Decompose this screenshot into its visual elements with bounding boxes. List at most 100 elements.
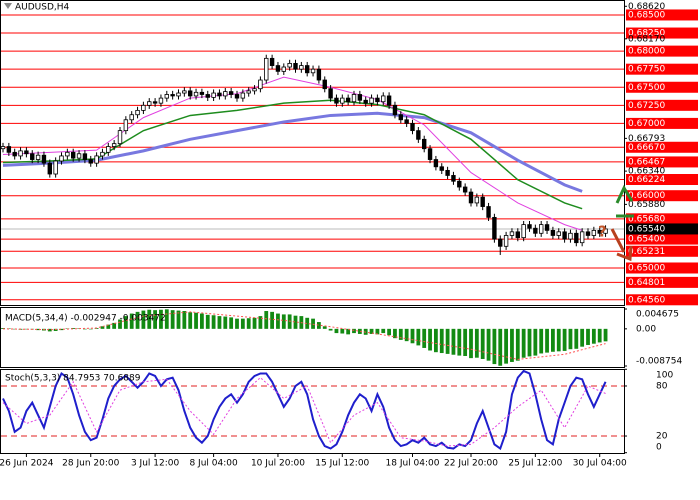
y-tick-label: 0.65880: [628, 200, 665, 210]
level-label-box: [626, 63, 698, 75]
candle-body: [457, 180, 462, 188]
level-label: 0.65231: [628, 247, 665, 257]
candle-body: [316, 68, 322, 81]
candle-body: [6, 146, 12, 153]
candle-body: [71, 151, 76, 159]
macd-bar: [492, 328, 497, 365]
macd-bar: [164, 309, 169, 329]
macd-bar: [375, 328, 380, 335]
candle-body: [18, 150, 23, 157]
candle-body: [480, 196, 485, 207]
candle-body: [0, 146, 6, 150]
x-tick-label: 26 Jun 2024: [0, 459, 54, 469]
candle-body: [82, 153, 88, 160]
level-label-box: [626, 213, 698, 225]
candle-body: [65, 151, 70, 157]
level-label: 0.66224: [628, 175, 665, 185]
level-label-box: [626, 156, 698, 168]
candle-body: [129, 114, 134, 121]
macd-bar: [317, 322, 321, 329]
macd-bar: [434, 328, 438, 353]
macd-bar: [264, 311, 269, 329]
x-tick-label: 18 Jul 04:00: [386, 459, 440, 469]
candle-body: [550, 229, 556, 236]
y-tick-label: 0.004675: [636, 310, 679, 320]
candle-body: [41, 154, 47, 164]
macd-bar: [381, 328, 386, 334]
candle-body: [147, 101, 152, 106]
level-label: 0.67500: [628, 83, 665, 93]
macd-bar: [328, 328, 333, 331]
candle-body: [369, 97, 374, 104]
macd-bar: [88, 328, 93, 330]
macd-bar: [112, 322, 117, 329]
candle-body: [176, 92, 181, 97]
candle-body: [486, 206, 491, 218]
level-label-box: [626, 262, 698, 274]
candle-body: [24, 150, 29, 155]
macd-bar: [36, 328, 40, 331]
macd-bar: [188, 312, 193, 329]
macd-bar: [410, 328, 415, 344]
candle-body: [281, 66, 286, 72]
level-label: 0.68500: [628, 10, 665, 20]
down-scenario-arrow: [610, 228, 633, 262]
candle-body: [527, 224, 532, 229]
macd-bar: [229, 317, 234, 329]
candle-body: [533, 227, 538, 234]
candle-body: [357, 94, 363, 101]
macd-bar: [474, 328, 479, 358]
candle-body: [152, 101, 158, 104]
candle-body: [416, 130, 421, 140]
last-price-label: 0.65540: [628, 224, 665, 234]
candle-body: [117, 130, 123, 145]
level-label: 0.67250: [628, 101, 665, 111]
macd-bar: [416, 328, 421, 346]
macd-bar: [281, 314, 286, 329]
macd-bar: [428, 328, 432, 351]
macd-bar: [141, 310, 146, 329]
macd-bar: [182, 311, 187, 329]
macd-bar: [562, 328, 567, 351]
macd-bar: [322, 326, 327, 329]
x-tick-label: 3 Jul 12:00: [131, 459, 180, 469]
macd-bar: [574, 328, 579, 349]
y-tick-label: 0.68620: [628, 2, 665, 12]
macd-bar: [200, 313, 204, 329]
candle-body: [375, 97, 380, 103]
candle-body: [30, 153, 35, 160]
macd-bar: [480, 328, 485, 359]
candle-body: [123, 119, 129, 132]
level-label: 0.66670: [628, 143, 665, 153]
stoch-title: Stoch(5,3,3) 84.7953 70.6889: [5, 374, 141, 384]
macd-bar: [252, 317, 257, 329]
macd-bar: [510, 328, 514, 362]
x-tick-label: 22 Jul 20:00: [444, 459, 498, 469]
candle-body: [591, 229, 597, 236]
macd-bar: [463, 328, 468, 357]
macd-bar: [106, 324, 111, 329]
y-tick-label: 80: [656, 381, 668, 391]
macd-bar: [603, 328, 608, 342]
level-label-box: [626, 45, 698, 57]
candle-body: [603, 228, 608, 234]
candle-body: [53, 160, 58, 175]
level-label: 0.64801: [628, 278, 665, 288]
candle-body: [433, 159, 439, 168]
candle-body: [539, 224, 544, 234]
candle-body: [252, 88, 257, 92]
macd-bar: [129, 313, 134, 329]
macd-bar: [305, 317, 310, 329]
candle-body: [304, 65, 310, 74]
macd-bar: [393, 328, 397, 339]
macd-bar: [556, 328, 561, 352]
candle-body: [439, 166, 444, 171]
macd-bar: [24, 328, 29, 330]
y-tick-label: 0.00: [636, 324, 656, 334]
price-panel: [0, 0, 625, 306]
candle-body: [404, 119, 409, 124]
macd-bar: [235, 318, 239, 329]
level-label-box: [626, 190, 698, 202]
candle-body: [556, 231, 561, 236]
macd-bar: [486, 328, 491, 361]
